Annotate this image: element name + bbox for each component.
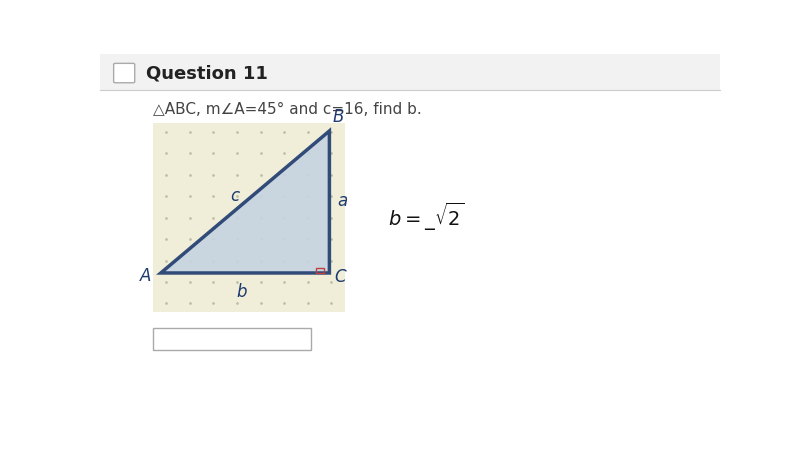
Text: c: c [230,187,240,205]
Bar [316,268,325,273]
Text: b: b [236,283,246,301]
Bar [153,328,310,350]
Text: a: a [337,192,347,210]
Polygon shape [161,131,330,273]
FancyBboxPatch shape [114,63,134,83]
Text: Question 11: Question 11 [146,64,268,82]
Text: B: B [333,108,344,126]
Text: △ABC, m∠A=45° and c=16, find b.: △ABC, m∠A=45° and c=16, find b. [153,102,422,117]
Text: $b = \_\sqrt{2}$: $b = \_\sqrt{2}$ [388,201,465,233]
Bar [153,123,345,312]
Bar [100,54,720,90]
Text: A: A [139,267,151,285]
Text: C: C [334,269,346,287]
